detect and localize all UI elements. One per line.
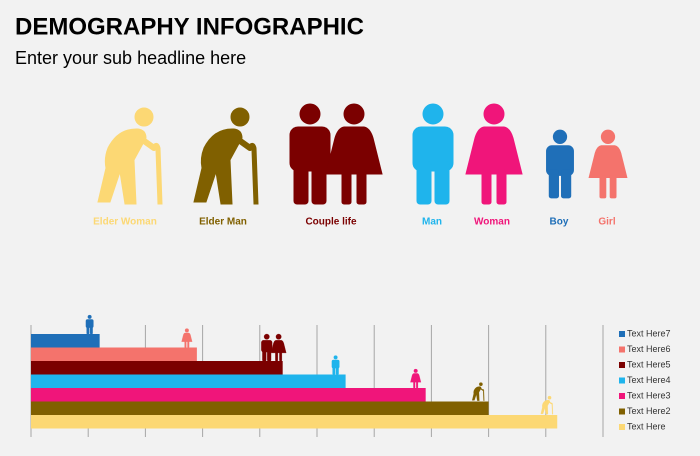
figure [194, 108, 258, 204]
legend-label: Text Here3 [627, 390, 671, 400]
legend-label: Text Here5 [627, 359, 671, 369]
bar [31, 347, 197, 361]
bar [31, 361, 283, 375]
bar-icon [410, 368, 422, 389]
legend-swatch [619, 408, 625, 415]
legend-swatch [619, 377, 625, 384]
legend-swatch [619, 393, 625, 399]
bar [31, 374, 346, 388]
figure-label: Elder Man [199, 217, 247, 228]
figure-label: Girl [598, 217, 615, 228]
figure [546, 129, 574, 199]
figure-label: Elder Woman [93, 217, 157, 228]
bar [31, 415, 558, 429]
figure-label: Couple life [305, 217, 357, 228]
legend-label: Text Here2 [627, 406, 671, 416]
legend-swatch [619, 331, 625, 337]
figure-label: Man [422, 217, 442, 228]
bar-icon [181, 328, 193, 348]
legend-label: Text Here4 [627, 375, 671, 385]
figure [465, 103, 523, 205]
bar-icon [471, 381, 485, 402]
legend-swatch [619, 424, 625, 430]
bar [31, 401, 489, 415]
figure-label: Boy [550, 217, 569, 228]
legend-swatch [619, 362, 625, 368]
bar [31, 388, 426, 402]
bar-icon [261, 334, 286, 361]
legend-label: Text Here6 [627, 344, 671, 354]
figure [98, 108, 162, 204]
figure [588, 129, 628, 199]
legend-label: Text Here [627, 421, 666, 431]
bar [31, 334, 100, 348]
subtitle: Enter your sub headline here [15, 48, 246, 68]
bar-icon [540, 395, 554, 415]
title: DEMOGRAPHY INFOGRAPHIC [15, 13, 364, 40]
bar-icon [85, 314, 94, 335]
legend-label: Text Here7 [627, 328, 671, 338]
figure [290, 104, 382, 204]
figure-label: Woman [474, 217, 510, 228]
legend-swatch [619, 346, 625, 353]
bar-icon [331, 355, 340, 375]
figure [412, 103, 454, 205]
